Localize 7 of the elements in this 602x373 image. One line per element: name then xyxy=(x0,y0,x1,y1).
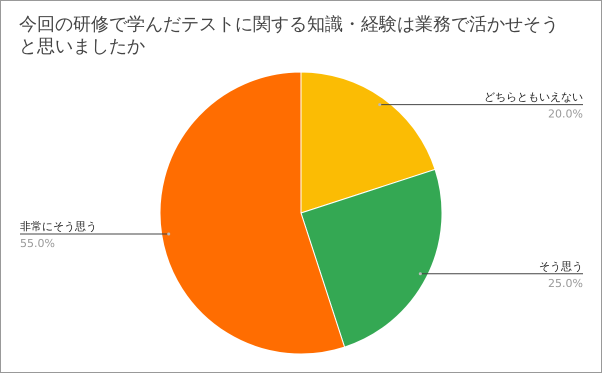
title: 今回の研修で学んだテストに関する知識・経験は業務で活かせそうと思いましたか xyxy=(19,14,559,57)
data-label: 55.0% xyxy=(20,236,55,250)
slice-label: 非常にそう思う xyxy=(20,220,97,233)
data-label: 20.0% xyxy=(548,108,583,121)
data-label: 25.0% xyxy=(548,276,583,290)
slice-label: そう思う xyxy=(539,260,583,273)
slice-label: どちらともいえない xyxy=(484,90,583,104)
